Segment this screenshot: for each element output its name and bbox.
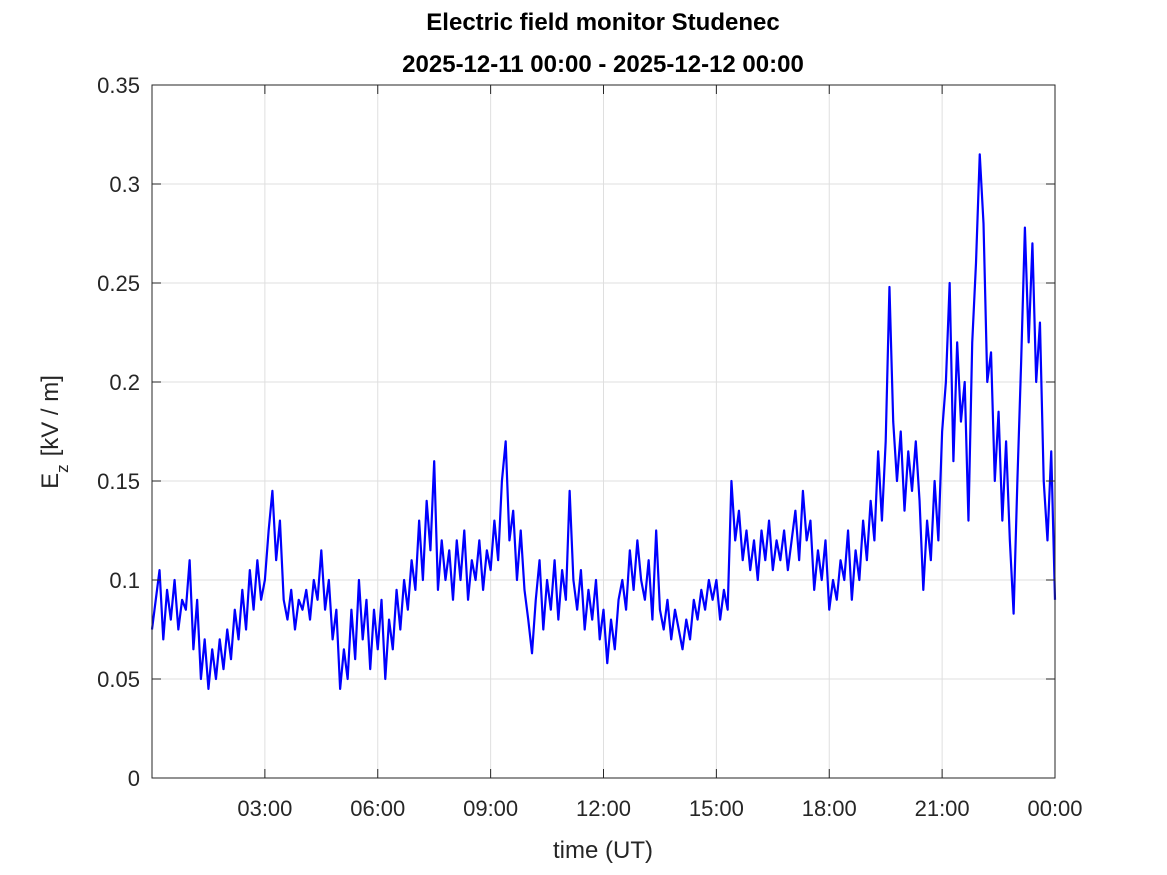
x-tick-label: 06:00 — [350, 796, 405, 821]
y-tick-label: 0.05 — [97, 667, 140, 692]
chart-subtitle: 2025-12-11 00:00 - 2025-12-12 00:00 — [402, 51, 804, 78]
x-tick-label: 09:00 — [463, 796, 518, 821]
chart-title: Electric field monitor Studenec — [426, 9, 779, 36]
y-tick-label: 0.2 — [109, 370, 140, 395]
y-tick-label: 0.35 — [97, 73, 140, 98]
data-layer — [150, 153, 1057, 690]
x-axis-label: time (UT) — [553, 837, 653, 864]
y-tick-label: 0.3 — [109, 172, 140, 197]
x-tick-label: 00:00 — [1027, 796, 1082, 821]
y-tick-label: 0.25 — [97, 271, 140, 296]
y-axis-label-subscript: z — [53, 464, 72, 473]
y-tick-label: 0 — [128, 766, 140, 791]
x-tick-label: 18:00 — [802, 796, 857, 821]
y-tick-label: 0.1 — [109, 568, 140, 593]
data-line — [150, 153, 1057, 690]
x-tick-label: 12:00 — [576, 796, 631, 821]
y-axis-label: Ez [kV / m] — [37, 375, 72, 489]
x-tick-label: 15:00 — [689, 796, 744, 821]
y-axis-label-unit: [kV / m] — [37, 375, 64, 456]
y-tick-label: 0.15 — [97, 469, 140, 494]
x-tick-label: 03:00 — [237, 796, 292, 821]
y-axis-label-main: E — [37, 473, 64, 489]
x-tick-label: 21:00 — [915, 796, 970, 821]
